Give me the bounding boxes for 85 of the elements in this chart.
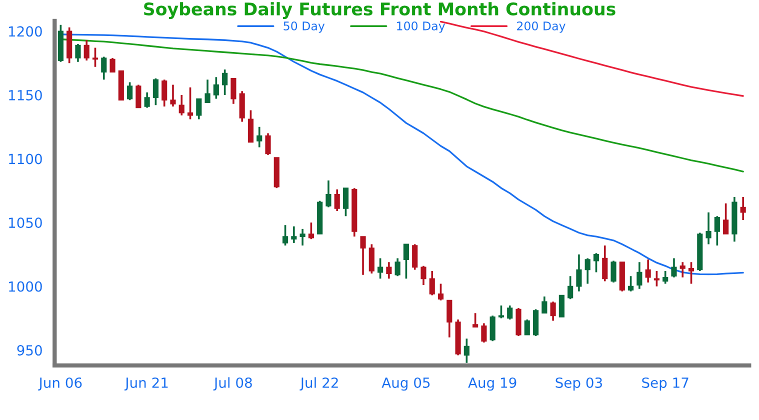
candlestick <box>342 187 349 218</box>
candlestick <box>360 236 366 276</box>
legend-label: 100 Day <box>397 22 446 33</box>
candlestick <box>386 261 392 280</box>
candlestick <box>706 211 712 246</box>
x-tick-label: Aug 05 <box>382 377 430 391</box>
candlestick <box>688 261 694 285</box>
legend-label: 200 Day <box>517 22 566 33</box>
y-tick-label: 1050 <box>9 218 42 228</box>
candlestick <box>84 39 90 62</box>
candlestick <box>610 260 616 284</box>
x-tick-label: Sep 17 <box>642 377 688 391</box>
y-tick-label: 1150 <box>9 90 42 100</box>
candlestick <box>75 43 81 63</box>
candlestick <box>507 304 513 320</box>
candlestick <box>256 126 262 148</box>
candlestick <box>628 275 634 292</box>
candlestick <box>662 270 668 285</box>
candlestick <box>394 257 400 278</box>
y-tick-label: 1000 <box>9 281 42 292</box>
y-tick-label: 950 <box>17 345 42 356</box>
candlestick <box>248 109 254 144</box>
candlestick <box>654 270 660 288</box>
candlestick <box>412 243 418 271</box>
x-tick-label: Jun 21 <box>124 377 168 391</box>
x-tick-label: Sep 03 <box>556 377 602 391</box>
candlestick <box>162 78 168 108</box>
candlestick <box>438 282 444 302</box>
x-tick-label: Jul 08 <box>213 377 252 391</box>
candlestick <box>490 314 496 342</box>
candlestick <box>446 299 452 338</box>
candlestick <box>213 76 219 100</box>
candlestick <box>101 56 107 81</box>
candlestick <box>472 312 478 328</box>
candlestick <box>178 94 184 116</box>
candlestick <box>334 188 340 212</box>
y-tick-label: 1100 <box>9 154 42 164</box>
candlestick <box>714 215 720 246</box>
candlestick <box>429 270 435 296</box>
candlestick <box>196 98 202 120</box>
candlestick <box>170 84 176 108</box>
candlestick <box>671 257 677 278</box>
legend-label: 50 Day <box>284 22 325 33</box>
candlestick <box>368 243 374 274</box>
candlestick <box>481 322 487 344</box>
candlestick <box>403 243 410 280</box>
candlestick <box>680 261 686 278</box>
candlestick <box>542 296 548 314</box>
candlestick <box>576 254 582 292</box>
candlestick <box>92 46 98 68</box>
candlestick <box>464 338 470 364</box>
candlestick <box>498 304 504 320</box>
candlestick <box>152 77 159 106</box>
y-tick-label: 1200 <box>9 26 42 37</box>
candlestick <box>602 244 608 282</box>
candlestick <box>723 202 729 235</box>
candlestick <box>282 224 288 246</box>
candlestick <box>110 57 116 73</box>
candlestick <box>740 196 746 221</box>
candlestick <box>144 92 150 109</box>
candlestick <box>230 77 236 105</box>
candlestick <box>645 258 651 284</box>
x-tick-label: Aug 19 <box>468 377 516 391</box>
candlestick <box>136 84 142 109</box>
candlestick <box>265 132 271 156</box>
candlestick <box>378 257 384 280</box>
candlestick <box>187 86 194 120</box>
candlestick <box>204 78 210 104</box>
candlestick <box>291 225 297 244</box>
candlestick <box>568 275 574 300</box>
candlestick <box>222 68 228 96</box>
candlestick <box>300 228 306 246</box>
x-tick-label: Jun 06 <box>38 377 82 391</box>
candlestick <box>593 252 600 274</box>
candlestick <box>558 294 564 318</box>
candlestick <box>420 265 426 286</box>
candlestick <box>524 318 530 336</box>
chart-title: Soybeans Daily Futures Front Month Continuous <box>144 2 616 20</box>
candlestick <box>326 180 332 208</box>
candlestick <box>308 222 314 240</box>
x-tick-label: Jul 22 <box>300 377 338 391</box>
candlestick <box>584 257 590 285</box>
candlestick <box>550 300 556 322</box>
candlestick <box>127 81 133 101</box>
candlestick <box>636 261 642 290</box>
